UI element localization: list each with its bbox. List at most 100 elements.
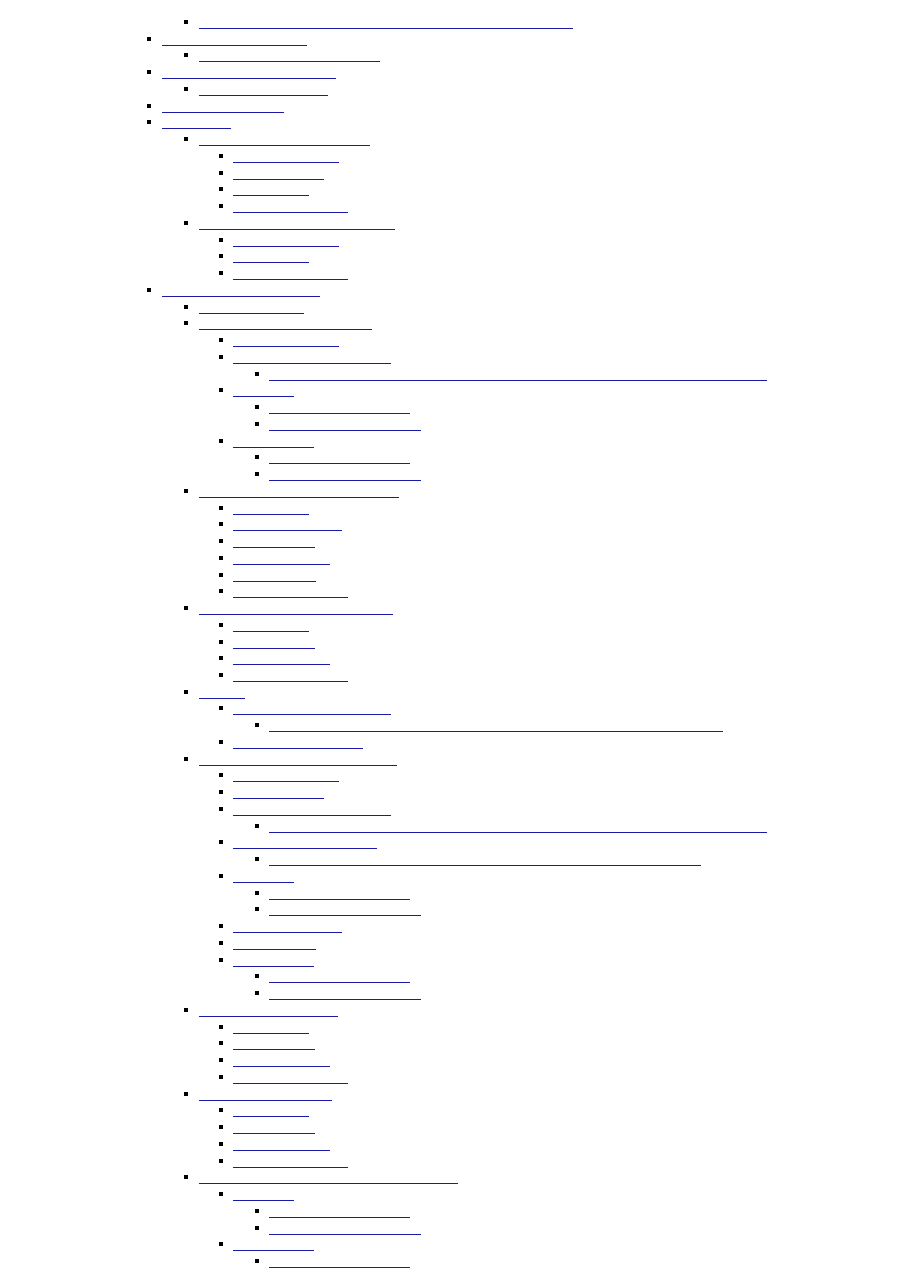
list-bullet (255, 405, 259, 410)
link[interactable] (233, 597, 348, 599)
link[interactable] (233, 747, 363, 749)
link[interactable] (269, 731, 723, 733)
link[interactable] (199, 145, 370, 147)
link[interactable] (199, 228, 395, 230)
link[interactable] (233, 1032, 309, 1034)
link[interactable] (233, 664, 330, 666)
link[interactable] (233, 530, 342, 532)
link[interactable] (199, 94, 328, 96)
link[interactable] (233, 212, 348, 214)
link[interactable] (199, 1099, 332, 1101)
link[interactable] (269, 413, 410, 415)
list-bullet (255, 472, 259, 477)
link[interactable] (233, 781, 339, 783)
link[interactable] (199, 614, 393, 615)
link[interactable] (199, 496, 399, 498)
list-bullet (184, 689, 188, 694)
link[interactable] (199, 1015, 338, 1017)
link[interactable] (269, 831, 767, 833)
link[interactable] (199, 28, 573, 29)
link[interactable] (269, 480, 421, 482)
link[interactable] (162, 111, 284, 113)
link[interactable] (233, 1116, 309, 1118)
list-bullet (219, 873, 223, 878)
list-bullet (219, 1024, 223, 1029)
list-bullet (219, 1158, 223, 1163)
link[interactable] (233, 1200, 294, 1202)
list-bullet (219, 572, 223, 577)
list-bullet (255, 823, 259, 828)
list-bullet (184, 20, 188, 24)
link[interactable] (269, 898, 410, 900)
link[interactable] (233, 346, 339, 348)
link[interactable] (233, 446, 314, 448)
list-bullet (184, 1175, 188, 1180)
link[interactable] (269, 429, 421, 431)
list-bullet (184, 86, 188, 91)
link[interactable] (233, 563, 330, 565)
link[interactable] (233, 262, 309, 264)
link[interactable] (233, 1133, 315, 1135)
link[interactable] (199, 61, 380, 63)
list-bullet (219, 505, 223, 510)
link[interactable] (233, 195, 309, 197)
link[interactable] (233, 798, 324, 800)
link[interactable] (199, 312, 304, 314)
list-bullet (184, 488, 188, 493)
link[interactable] (269, 1233, 421, 1235)
link[interactable] (199, 764, 397, 766)
link[interactable] (269, 915, 421, 917)
link[interactable] (233, 161, 339, 163)
link[interactable] (233, 279, 348, 281)
link[interactable] (269, 463, 410, 465)
list-bullet (147, 103, 151, 108)
link[interactable] (269, 999, 421, 1001)
link[interactable] (233, 848, 377, 850)
link[interactable] (199, 697, 245, 699)
link[interactable] (199, 1183, 458, 1185)
link[interactable] (233, 245, 339, 247)
link[interactable] (233, 1049, 315, 1051)
link[interactable] (233, 178, 324, 180)
list-bullet (219, 840, 223, 845)
link[interactable] (269, 379, 767, 381)
link[interactable] (233, 396, 294, 398)
link[interactable] (269, 1216, 410, 1218)
list-bullet (219, 1242, 223, 1247)
link[interactable] (233, 1066, 330, 1068)
link[interactable] (233, 1082, 348, 1084)
list-bullet (219, 354, 223, 359)
link[interactable] (233, 1149, 330, 1151)
link[interactable] (162, 44, 307, 46)
link[interactable] (269, 982, 410, 984)
link[interactable] (233, 630, 309, 632)
list-bullet (219, 739, 223, 744)
list-bullet (219, 672, 223, 677)
link[interactable] (233, 965, 314, 967)
link[interactable] (233, 580, 316, 582)
list-bullet (219, 1041, 223, 1046)
list-bullet (184, 1007, 188, 1012)
link[interactable] (233, 932, 342, 934)
link[interactable] (199, 329, 372, 331)
list-bullet (219, 187, 223, 192)
link[interactable] (233, 1166, 348, 1168)
link[interactable] (233, 814, 391, 816)
link[interactable] (233, 547, 315, 549)
link[interactable] (233, 680, 348, 682)
link[interactable] (233, 362, 391, 364)
link[interactable] (162, 78, 336, 80)
link[interactable] (233, 881, 294, 883)
link[interactable] (233, 647, 315, 649)
list-bullet (219, 539, 223, 544)
link[interactable] (233, 1250, 314, 1252)
link[interactable] (269, 1267, 410, 1268)
link[interactable] (233, 948, 316, 950)
list-bullet (255, 991, 259, 996)
link[interactable] (162, 128, 231, 130)
link[interactable] (162, 295, 320, 297)
link[interactable] (269, 865, 701, 867)
link[interactable] (233, 714, 391, 716)
list-bullet (184, 756, 188, 761)
link[interactable] (233, 513, 309, 515)
